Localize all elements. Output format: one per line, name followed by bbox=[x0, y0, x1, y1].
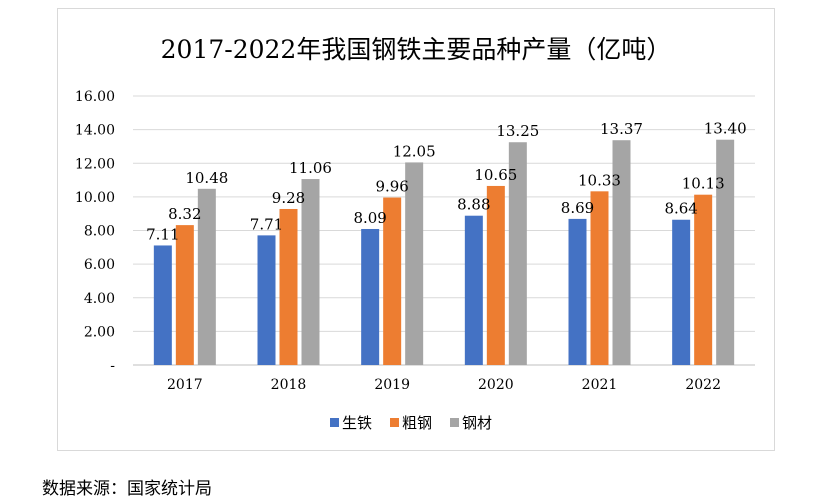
chart-frame bbox=[57, 8, 775, 451]
x-tick-label: 2021 bbox=[582, 377, 618, 393]
y-tick-label: 2.00 bbox=[84, 324, 115, 340]
y-tick-label: 12.00 bbox=[75, 156, 115, 172]
bar-钢材-2018 bbox=[301, 179, 320, 365]
x-tick-label: 2017 bbox=[167, 377, 203, 393]
y-tick-label: - bbox=[110, 358, 115, 374]
bar-粗钢-2022 bbox=[694, 194, 713, 365]
bar-生铁-2019 bbox=[361, 228, 380, 365]
legend-label: 钢材 bbox=[462, 414, 492, 432]
bar-生铁-2022 bbox=[672, 219, 691, 365]
bar-钢材-2022 bbox=[716, 139, 735, 365]
bar-生铁-2017 bbox=[153, 245, 172, 365]
data-label: 9.96 bbox=[375, 178, 408, 196]
chart-title: 2017-2022年我国钢铁主要品种产量（亿吨） bbox=[161, 35, 672, 64]
bar-生铁-2021 bbox=[568, 218, 587, 365]
y-tick-label: 14.00 bbox=[75, 123, 115, 139]
data-label: 8.88 bbox=[457, 196, 490, 214]
bar-生铁-2020 bbox=[464, 215, 483, 365]
y-tick-label: 8.00 bbox=[84, 224, 115, 240]
bar-粗钢-2018 bbox=[279, 208, 298, 365]
legend-swatch bbox=[450, 418, 459, 427]
x-tick-label: 2020 bbox=[478, 377, 514, 393]
data-label: 10.48 bbox=[185, 169, 228, 187]
y-tick-label: 16.00 bbox=[75, 89, 115, 105]
bar-粗钢-2020 bbox=[486, 185, 505, 365]
data-label: 8.32 bbox=[168, 205, 201, 223]
data-label: 8.09 bbox=[353, 209, 386, 227]
data-label: 11.06 bbox=[289, 159, 332, 177]
bar-生铁-2018 bbox=[257, 235, 276, 365]
data-label: 7.71 bbox=[250, 215, 283, 233]
data-label: 13.25 bbox=[496, 122, 539, 140]
bar-钢材-2017 bbox=[197, 188, 216, 365]
bar-粗钢-2021 bbox=[590, 191, 609, 365]
bar-粗钢-2019 bbox=[383, 197, 402, 365]
data-label: 10.65 bbox=[474, 166, 517, 184]
y-tick-label: 4.00 bbox=[84, 291, 115, 307]
bar-粗钢-2017 bbox=[175, 225, 194, 365]
data-label: 7.11 bbox=[146, 225, 179, 243]
legend-label: 生铁 bbox=[342, 414, 372, 432]
data-label: 8.64 bbox=[664, 200, 697, 218]
y-tick-label: 6.00 bbox=[84, 257, 115, 273]
data-label: 9.28 bbox=[272, 189, 305, 207]
data-label: 12.05 bbox=[393, 142, 436, 160]
bar-钢材-2021 bbox=[612, 140, 631, 365]
legend-label: 粗钢 bbox=[402, 414, 432, 432]
data-label: 13.37 bbox=[600, 120, 643, 138]
data-label: 8.69 bbox=[561, 199, 594, 217]
bar-钢材-2020 bbox=[508, 142, 527, 365]
legend-swatch bbox=[390, 418, 399, 427]
x-tick-label: 2022 bbox=[685, 377, 721, 393]
data-label: 10.33 bbox=[578, 171, 621, 189]
bar-钢材-2019 bbox=[405, 162, 424, 365]
data-label: 10.13 bbox=[682, 175, 725, 193]
legend-swatch bbox=[330, 418, 339, 427]
x-tick-label: 2019 bbox=[374, 377, 410, 393]
source-note: 数据来源：国家统计局 bbox=[42, 479, 212, 499]
y-tick-label: 10.00 bbox=[75, 190, 115, 206]
data-label: 13.40 bbox=[704, 120, 747, 138]
x-tick-label: 2018 bbox=[271, 377, 307, 393]
